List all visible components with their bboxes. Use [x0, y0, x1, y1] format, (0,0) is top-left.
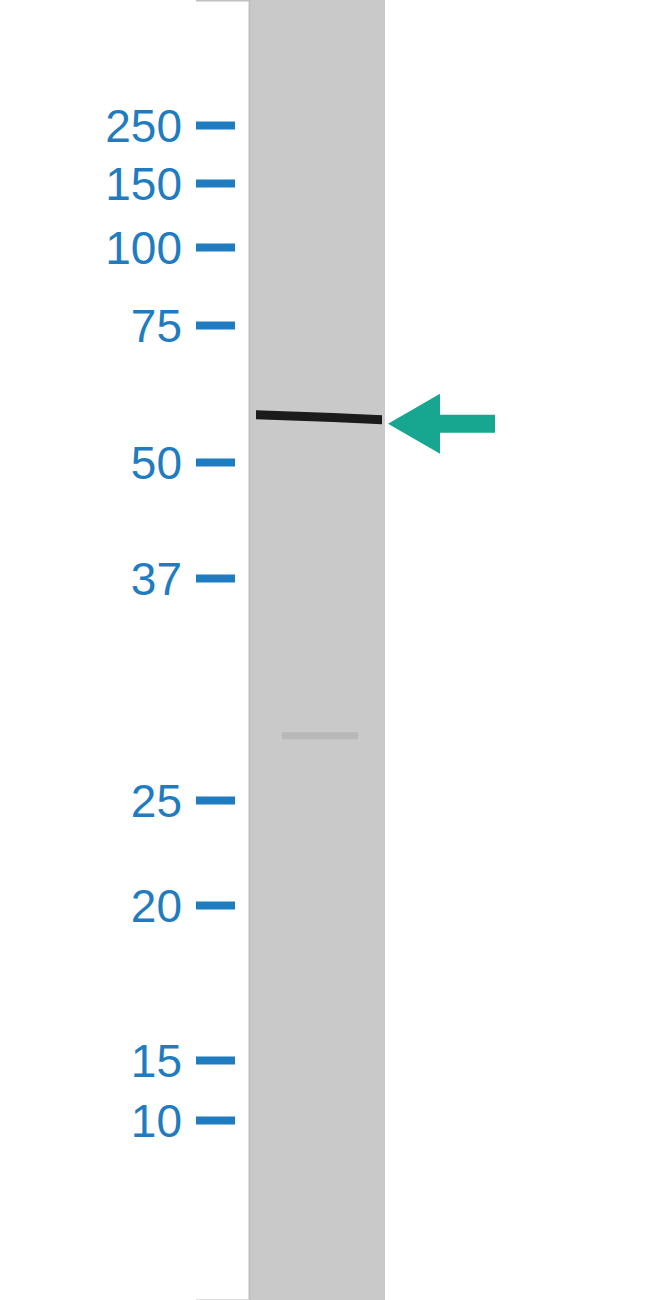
- tick-mark: [196, 180, 235, 188]
- lane: [250, 0, 385, 1300]
- band: [256, 410, 382, 424]
- blot-figure: 250 150 100 75 50 37 25 20 15 10: [0, 0, 650, 1300]
- y-axis: 250 150 100 75 50 37 25 20 15 10: [105, 1, 249, 1300]
- tick-label: 150: [105, 158, 182, 210]
- tick-label: 15: [131, 1035, 182, 1087]
- tick-label: 37: [131, 553, 182, 605]
- tick-mark: [196, 322, 235, 330]
- tick-mark: [196, 902, 235, 910]
- tick-label: 100: [105, 222, 182, 274]
- tick: 50: [131, 437, 235, 489]
- tick-label: 10: [131, 1095, 182, 1147]
- bands: [256, 410, 382, 739]
- tick: 75: [131, 300, 235, 352]
- tick-label: 75: [131, 300, 182, 352]
- band: [282, 732, 358, 739]
- tick-mark: [196, 122, 235, 130]
- tick-mark: [196, 459, 235, 467]
- axis-line: [196, 1, 250, 1300]
- tick: 37: [131, 553, 235, 605]
- tick: 150: [105, 158, 235, 210]
- tick-label: 20: [131, 880, 182, 932]
- tick-mark: [196, 244, 235, 252]
- tick-label: 250: [105, 100, 182, 152]
- arrow: [388, 394, 495, 454]
- tick-mark: [196, 1057, 235, 1065]
- tick-label: 50: [131, 437, 182, 489]
- tick: 100: [105, 222, 235, 274]
- tick-label: 25: [131, 775, 182, 827]
- tick-mark: [196, 1117, 235, 1125]
- tick: 10: [131, 1095, 235, 1147]
- tick-mark: [196, 575, 235, 583]
- tick: 15: [131, 1035, 235, 1087]
- tick: 25: [131, 775, 235, 827]
- tick: 20: [131, 880, 235, 932]
- tick: 250: [105, 100, 235, 152]
- tick-mark: [196, 797, 235, 805]
